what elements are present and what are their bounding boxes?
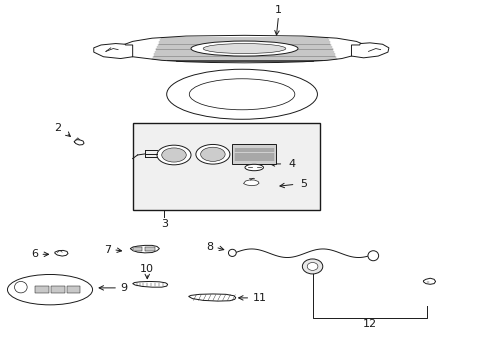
Bar <box>35 287 49 293</box>
Bar <box>144 247 154 251</box>
Text: 12: 12 <box>362 319 376 329</box>
Ellipse shape <box>166 69 317 119</box>
Ellipse shape <box>189 79 294 110</box>
Text: 4: 4 <box>287 159 295 169</box>
Ellipse shape <box>157 145 191 165</box>
Text: 10: 10 <box>140 264 154 274</box>
Ellipse shape <box>191 41 297 56</box>
Ellipse shape <box>302 259 322 274</box>
Bar <box>66 287 80 293</box>
Polygon shape <box>120 35 365 63</box>
Text: 1: 1 <box>274 5 282 15</box>
Text: 7: 7 <box>103 245 111 255</box>
Polygon shape <box>423 278 435 284</box>
Ellipse shape <box>203 44 285 54</box>
Ellipse shape <box>196 144 229 164</box>
Polygon shape <box>94 44 132 59</box>
Bar <box>132 123 319 210</box>
Ellipse shape <box>228 249 236 256</box>
Polygon shape <box>132 282 167 287</box>
Ellipse shape <box>15 282 27 293</box>
Text: 8: 8 <box>205 242 212 252</box>
Polygon shape <box>130 246 159 253</box>
Text: 6: 6 <box>31 249 38 259</box>
Ellipse shape <box>200 147 224 161</box>
Ellipse shape <box>306 262 317 270</box>
Bar <box>132 247 142 251</box>
Text: 9: 9 <box>120 283 127 293</box>
Ellipse shape <box>244 164 263 171</box>
Ellipse shape <box>367 251 378 261</box>
Text: 11: 11 <box>252 293 266 303</box>
Polygon shape <box>55 250 68 256</box>
Text: 2: 2 <box>54 123 61 133</box>
Polygon shape <box>351 43 388 58</box>
Bar <box>51 287 64 293</box>
Ellipse shape <box>162 148 186 162</box>
Text: 5: 5 <box>300 179 307 189</box>
Polygon shape <box>243 180 259 186</box>
Text: 3: 3 <box>161 219 167 229</box>
Ellipse shape <box>7 274 92 305</box>
Bar <box>232 144 276 164</box>
Polygon shape <box>188 294 235 301</box>
